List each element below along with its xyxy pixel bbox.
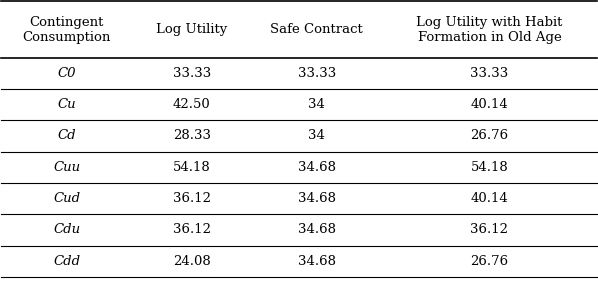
Text: 40.14: 40.14	[471, 98, 508, 111]
Text: 34.68: 34.68	[298, 161, 336, 174]
Text: Cud: Cud	[53, 192, 80, 205]
Text: 54.18: 54.18	[173, 161, 210, 174]
Text: Cu: Cu	[57, 98, 76, 111]
Text: Cd: Cd	[57, 130, 76, 143]
Text: 34.68: 34.68	[298, 255, 336, 268]
Text: 26.76: 26.76	[471, 255, 508, 268]
Text: 34: 34	[309, 130, 325, 143]
Text: 33.33: 33.33	[471, 67, 508, 80]
Text: 54.18: 54.18	[471, 161, 508, 174]
Text: 42.50: 42.50	[173, 98, 210, 111]
Text: Contingent
Consumption: Contingent Consumption	[23, 16, 111, 43]
Text: Log Utility: Log Utility	[156, 23, 227, 36]
Text: C0: C0	[57, 67, 76, 80]
Text: 28.33: 28.33	[173, 130, 211, 143]
Text: Log Utility with Habit
Formation in Old Age: Log Utility with Habit Formation in Old …	[416, 16, 563, 43]
Text: 40.14: 40.14	[471, 192, 508, 205]
Text: Cuu: Cuu	[53, 161, 80, 174]
Text: 34.68: 34.68	[298, 192, 336, 205]
Text: 36.12: 36.12	[173, 224, 211, 237]
Text: 34: 34	[309, 98, 325, 111]
Text: 36.12: 36.12	[173, 192, 211, 205]
Text: Cdu: Cdu	[53, 224, 80, 237]
Text: 24.08: 24.08	[173, 255, 210, 268]
Text: 26.76: 26.76	[471, 130, 508, 143]
Text: Safe Contract: Safe Contract	[270, 23, 363, 36]
Text: 34.68: 34.68	[298, 224, 336, 237]
Text: 33.33: 33.33	[173, 67, 211, 80]
Text: 36.12: 36.12	[471, 224, 508, 237]
Text: 33.33: 33.33	[298, 67, 336, 80]
Text: Cdd: Cdd	[53, 255, 80, 268]
